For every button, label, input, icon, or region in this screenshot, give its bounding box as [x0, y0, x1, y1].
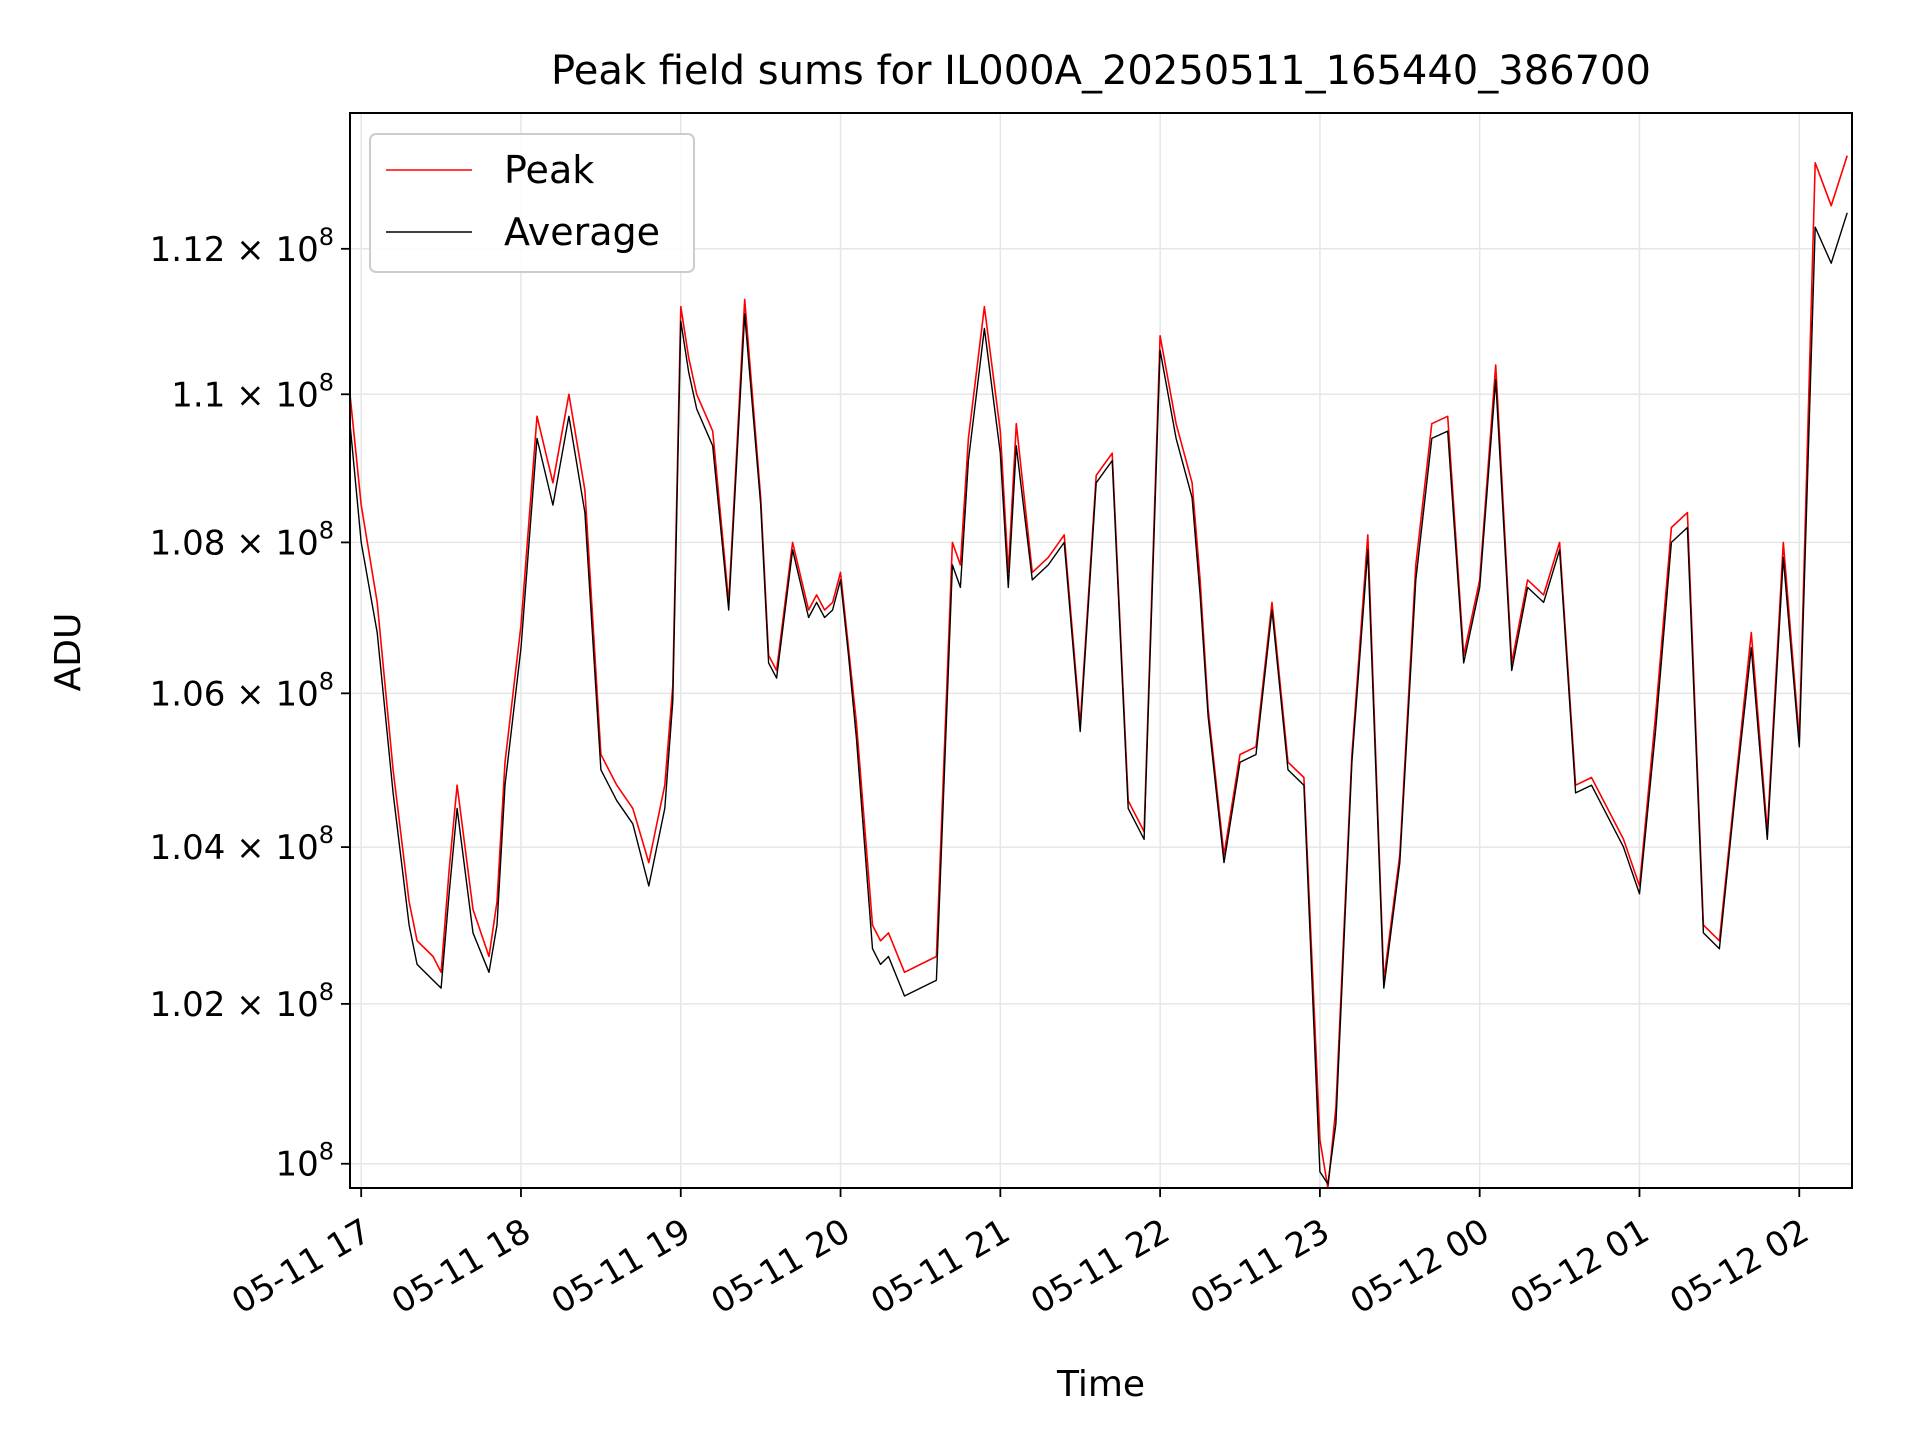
- y-tick-label: 1.12 × 108: [150, 223, 334, 270]
- y-tick-label: 108: [275, 1138, 334, 1185]
- grid: [350, 113, 1852, 1188]
- series-line-average: [349, 212, 1848, 1185]
- y-tick-label: 1.04 × 108: [150, 821, 334, 868]
- x-axis-label: Time: [1056, 1364, 1145, 1405]
- legend-label-peak: Peak: [504, 148, 594, 192]
- y-tick-label: 1.02 × 108: [150, 978, 334, 1025]
- legend: Peak Average: [369, 133, 695, 273]
- y-tick-label: 1.1 × 108: [171, 368, 334, 415]
- y-tick-label: 1.06 × 108: [150, 667, 334, 714]
- chart-title: Peak field sums for IL000A_20250511_1654…: [551, 48, 1651, 94]
- legend-box: [369, 133, 695, 273]
- y-axis-ticks: 108 1.02 × 108 1.04 × 108 1.06 × 108 1.08 × …: [150, 223, 350, 1185]
- y-tick-label: 1.08 × 108: [150, 516, 334, 563]
- series-line-peak: [349, 155, 1848, 1189]
- series-layer: [349, 155, 1848, 1189]
- legend-label-average: Average: [504, 210, 660, 254]
- y-axis-label: ADU: [48, 613, 89, 692]
- plot-frame: [349, 112, 1853, 1189]
